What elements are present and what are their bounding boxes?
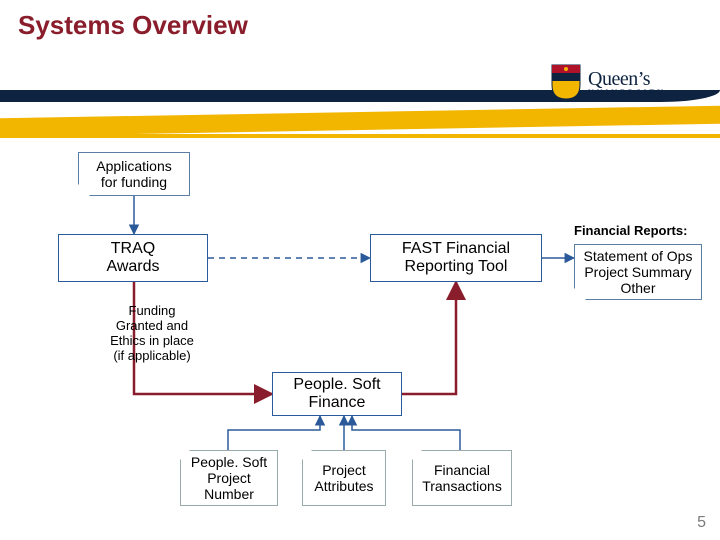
- node-pattr: Project Attributes: [302, 450, 386, 506]
- node-fast: FAST Financial Reporting Tool: [370, 234, 542, 282]
- page-title: Systems Overview: [18, 10, 248, 41]
- node-fin_rep_h: Financial Reports:: [574, 224, 704, 240]
- edge-psfin-fast: [402, 282, 456, 394]
- logo-wordmark: Queen’s UNIVERSITY: [588, 68, 666, 97]
- node-ftrans: Financial Transactions: [412, 450, 512, 506]
- edge-ftrans-psfin: [352, 416, 460, 450]
- slide-stage: Systems Overview Queen’s UNIVERSITY Appl…: [0, 0, 720, 540]
- node-traq: TRAQ Awards: [58, 234, 208, 282]
- node-funding: Funding Granted and Ethics in place (if …: [82, 304, 222, 368]
- page-number: 5: [697, 514, 706, 532]
- shield-icon: [550, 63, 582, 101]
- node-psnum: People. Soft Project Number: [180, 450, 278, 506]
- node-fin_rep: Statement of Ops Project Summary Other: [574, 244, 702, 300]
- edge-psnum-psfin: [228, 416, 320, 450]
- node-apps: Applications for funding: [78, 152, 190, 196]
- node-psfin: People. Soft Finance: [272, 372, 402, 416]
- logo-text: Queen’s: [588, 68, 650, 90]
- queens-logo: Queen’s UNIVERSITY: [550, 52, 700, 112]
- logo-subtext: UNIVERSITY: [588, 88, 666, 97]
- header-swoosh-yellow-thin: [0, 134, 720, 138]
